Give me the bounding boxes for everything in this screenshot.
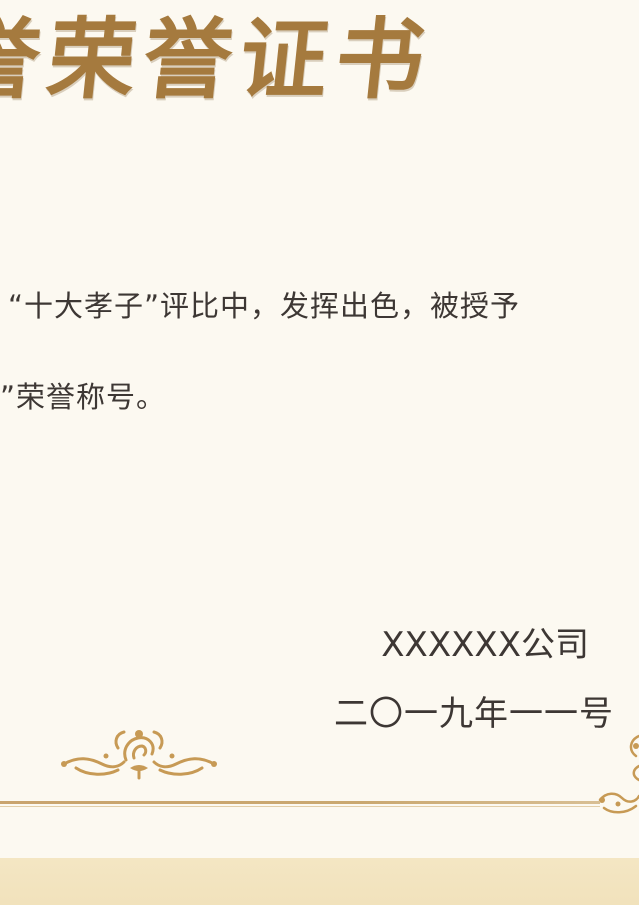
scroll-ornament-icon	[61, 730, 217, 780]
divider-line	[0, 801, 600, 804]
issuer-name: XXXXXX公司	[381, 625, 589, 665]
body-text-line-1: “十大孝子”评比中，发挥出色，被授予	[8, 289, 521, 323]
issue-date: 二〇一九年一一号	[334, 694, 614, 734]
body-text-line-2: ”荣誉称号。	[0, 380, 167, 414]
certificate-title: 誉荣誉证书	[0, 7, 438, 111]
bottom-border-band	[0, 858, 639, 905]
divider-line-thin	[0, 806, 600, 807]
corner-ornament-icon	[598, 734, 639, 814]
